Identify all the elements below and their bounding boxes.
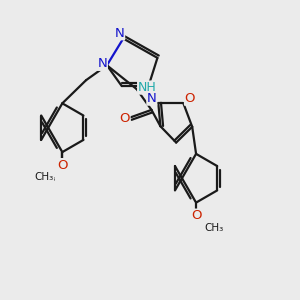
Text: CH₃: CH₃ — [204, 223, 224, 232]
Text: CH₃: CH₃ — [36, 173, 56, 183]
Text: N: N — [98, 57, 107, 70]
Text: CH₃: CH₃ — [34, 172, 53, 182]
Text: O: O — [184, 92, 195, 105]
Text: N: N — [115, 27, 124, 40]
Text: N: N — [147, 92, 157, 105]
Text: O: O — [119, 112, 130, 125]
Text: O: O — [191, 209, 201, 222]
Text: O: O — [57, 159, 68, 172]
Text: O: O — [57, 159, 68, 172]
Text: NH: NH — [138, 81, 156, 94]
